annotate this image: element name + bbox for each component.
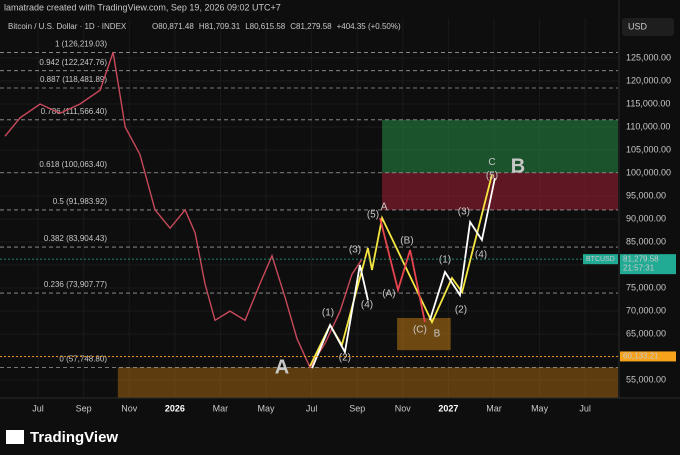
x-tick-label: May (531, 403, 549, 413)
credit: lamatrade created with TradingView.com, … (4, 2, 281, 12)
y-tick-label: 65,000.00 (626, 328, 666, 338)
y-tick-label: 95,000.00 (626, 190, 666, 200)
x-tick-label: 2027 (438, 403, 458, 413)
zone (382, 119, 618, 173)
y-tick-label: 115,000.00 (626, 98, 670, 108)
y-tick-label: 120,000.00 (626, 75, 671, 85)
symbol: Bitcoin / U.S. Dollar · 1D · INDEX (8, 22, 127, 31)
wave-label: (3) (458, 207, 470, 218)
price-tag-bg (620, 254, 676, 275)
wave-label: B (434, 329, 441, 340)
x-tick-label: Mar (486, 403, 502, 413)
zone (382, 172, 618, 210)
y-tick-label: 100,000.00 (626, 167, 671, 177)
price-tag-bg (620, 351, 676, 362)
x-tick-label: May (258, 403, 276, 413)
fib-label: 0.786 (111,566.40) (41, 107, 108, 116)
y-tick-label: 75,000.00 (626, 282, 666, 292)
wave-label: (5) (486, 171, 498, 182)
wave-label: (3) (349, 245, 361, 256)
ohlc-value: H81,709.31 (199, 22, 241, 31)
currency-label[interactable]: USD (628, 21, 648, 31)
fib-label: 0.236 (73,907.77) (44, 280, 107, 289)
x-tick-label: Nov (121, 403, 138, 413)
y-tick-label: 85,000.00 (626, 236, 666, 246)
wave-label: (C) (413, 325, 427, 336)
fib-label: 0 (57,748.80) (59, 355, 107, 364)
zone (117, 367, 618, 398)
price-tag-label: 60,133.21 (623, 352, 659, 361)
wave-label: (4) (475, 250, 487, 261)
wave-label: (2) (339, 353, 351, 364)
wave-label: (4) (361, 299, 373, 310)
x-tick-label: Nov (395, 403, 412, 413)
fib-label: 0.5 (91,983.92) (53, 197, 108, 206)
price-tag-name-bg (583, 254, 618, 265)
fib-label: 1 (126,219.03) (55, 40, 107, 49)
y-tick-label: 110,000.00 (626, 121, 670, 131)
wave-label: A (381, 202, 388, 213)
wave-label: (2) (455, 305, 467, 316)
wave-label: (1) (439, 255, 451, 266)
price-tag-label: 81,279.58 (623, 254, 659, 263)
plot: 1 (126,219.03) 0.942 (122,247.76) 0.887 (1… (0, 18, 618, 398)
x-tick-label: Jul (579, 403, 591, 413)
x-tick-label: 2026 (165, 403, 185, 413)
x-tick-label: Sep (76, 403, 92, 413)
logo (6, 430, 24, 444)
fib-label: 0.382 (83,904.43) (44, 234, 107, 243)
wave-label: C (488, 157, 495, 168)
wave-label: (A) (382, 289, 395, 300)
wave-label: (5) (367, 210, 379, 221)
currency-button[interactable] (622, 18, 674, 36)
ohlc-value: +404.35 (+0.50%) (337, 22, 401, 31)
ohlc-value: L80,615.58 (245, 22, 286, 31)
y-tick-label: 55,000.00 (626, 374, 666, 384)
ohlc-value: C81,279.58 (290, 22, 332, 31)
fib-label: 0.942 (122,247.76) (39, 58, 107, 67)
price-tag-name: BTCUSD (586, 256, 615, 263)
price-tag-time: 21:57:31 (623, 263, 655, 272)
series-line (311, 177, 496, 369)
y-tick-label: 105,000.00 (626, 144, 671, 154)
ohlc-value: O80,871.48 (152, 22, 194, 31)
x-tick-label: Mar (213, 403, 229, 413)
wave-label: (B) (400, 236, 413, 247)
fib-label: 0.618 (100,063.40) (39, 160, 107, 169)
fib-label: 0.887 (118,481.89) (40, 75, 107, 84)
watermark: TradingView (30, 429, 118, 446)
wave-label: (1) (322, 308, 334, 319)
x-tick-label: Sep (349, 403, 365, 413)
series-line (379, 217, 426, 323)
wave-label: B (511, 155, 525, 177)
y-tick-label: 125,000.00 (626, 52, 671, 62)
y-tick-label: 70,000.00 (626, 305, 666, 315)
zone (397, 317, 451, 351)
wave-label: A (275, 356, 289, 378)
series-line (4, 52, 363, 369)
x-tick-label: Jul (32, 403, 44, 413)
x-tick-label: Jul (306, 403, 318, 413)
y-tick-label: 90,000.00 (626, 213, 666, 223)
